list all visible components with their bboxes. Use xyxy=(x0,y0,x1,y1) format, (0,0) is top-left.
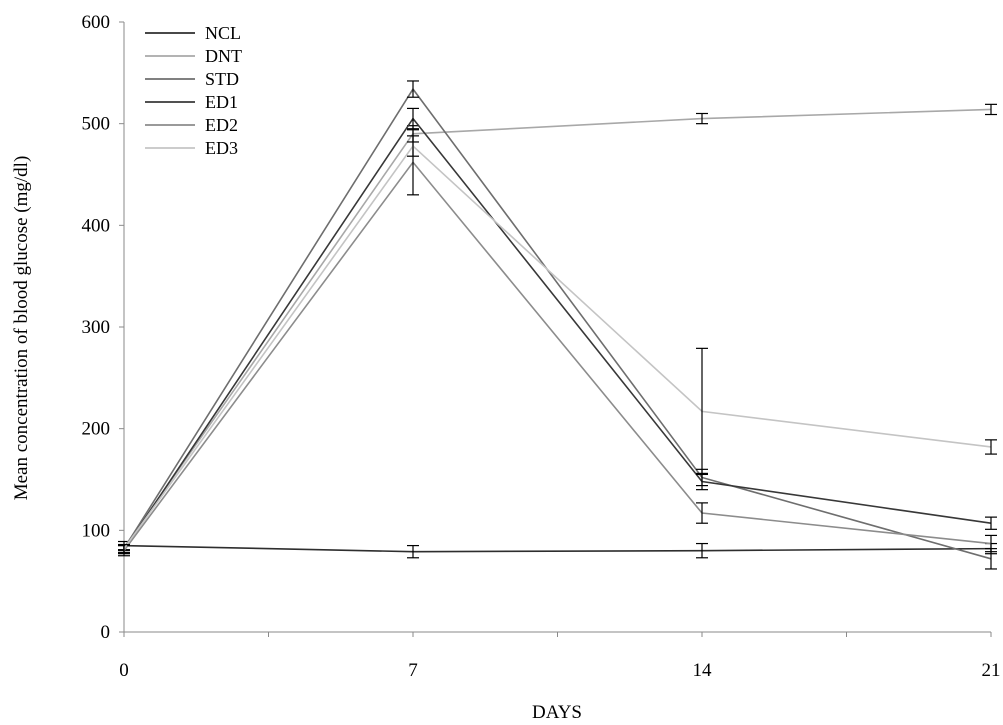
series-line-dnt xyxy=(123,108,992,549)
axes: 0 100 200 300 400 500 600 0 7 14 21 xyxy=(82,12,1001,681)
y-tick-label: 600 xyxy=(82,12,111,33)
y-tick-label: 400 xyxy=(82,215,111,236)
series-line-ncl xyxy=(123,544,992,553)
y-tick-label: 300 xyxy=(82,317,111,338)
series-line-ed1 xyxy=(123,117,992,551)
y-axis-title: Mean concentration of blood glucose (mg/… xyxy=(11,156,32,501)
series-line-ed2 xyxy=(123,161,992,552)
legend-item-ed1: ED1 xyxy=(145,92,238,112)
legend: NCL DNT STD ED1 ED2 ED3 xyxy=(145,23,242,158)
y-tick-label: 200 xyxy=(82,419,111,440)
legend-item-std: STD xyxy=(145,69,239,89)
legend-item-ncl: NCL xyxy=(145,23,241,43)
legend-label: ED1 xyxy=(205,92,238,112)
x-tick-label: 21 xyxy=(982,660,1001,681)
legend-label: STD xyxy=(205,69,239,89)
x-tick-label: 7 xyxy=(408,660,418,681)
x-tick-label: 0 xyxy=(119,660,129,681)
legend-item-ed2: ED2 xyxy=(145,115,238,135)
x-tick-label: 14 xyxy=(693,660,713,681)
x-axis-title: DAYS xyxy=(532,702,582,723)
legend-item-ed3: ED3 xyxy=(145,138,238,158)
series-layer xyxy=(118,80,997,570)
y-tick-label: 0 xyxy=(101,622,111,643)
legend-label: ED3 xyxy=(205,138,238,158)
legend-label: NCL xyxy=(205,23,241,43)
y-tick-label: 500 xyxy=(82,114,111,135)
legend-item-dnt: DNT xyxy=(145,46,242,66)
legend-label: DNT xyxy=(205,46,242,66)
series-line-std xyxy=(123,87,992,560)
legend-label: ED2 xyxy=(205,115,238,135)
series-line-ed3 xyxy=(123,144,992,550)
y-tick-label: 100 xyxy=(82,520,111,541)
